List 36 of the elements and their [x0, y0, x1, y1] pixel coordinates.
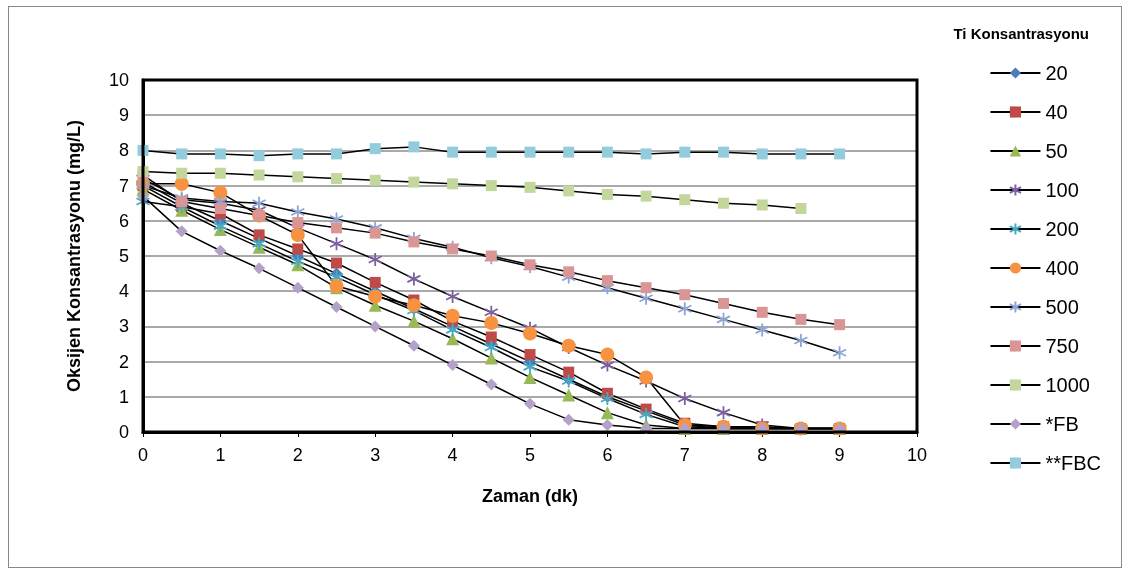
- legend-label: *FB: [1045, 413, 1079, 435]
- y-tick-label: 5: [118, 246, 129, 266]
- legend-label: 20: [1045, 62, 1068, 84]
- x-axis-title: Zaman (dk): [481, 486, 579, 506]
- y-tick-label: 7: [118, 175, 129, 196]
- legend-label: 100: [1045, 179, 1079, 201]
- y-tick-label: 4: [118, 281, 129, 302]
- legend-label: **FBC: [1045, 452, 1102, 474]
- x-tick-label: 3: [370, 445, 381, 465]
- x-tick-label: 0: [137, 445, 149, 465]
- legend-label: 400: [1045, 257, 1079, 279]
- legend-title: Ti Konsantrasyonu: [953, 25, 1090, 42]
- x-tick-label: 4: [447, 445, 458, 465]
- y-tick-label: 1: [118, 386, 129, 407]
- x-tick-label: 2: [292, 445, 303, 465]
- x-tick-label: 8: [757, 445, 768, 465]
- legend-label: 40: [1045, 101, 1068, 123]
- x-tick-label: 1: [215, 445, 226, 465]
- legend-label: 500: [1045, 296, 1079, 318]
- y-tick-label: 6: [118, 210, 129, 231]
- x-tick-label: 9: [834, 445, 845, 465]
- y-tick-label: 2: [118, 351, 129, 372]
- x-tick-label: 6: [602, 445, 613, 465]
- y-tick-label: 9: [118, 105, 129, 126]
- legend-label: 50: [1045, 140, 1068, 162]
- x-tick-label: 7: [679, 445, 690, 465]
- x-tick-label: 10: [906, 445, 928, 465]
- y-tick-label: 0: [118, 422, 129, 442]
- legend-label: 200: [1045, 218, 1079, 240]
- y-axis-title: Oksijen Konsantrasyonu (mg/L): [64, 119, 84, 393]
- x-tick-label: 5: [524, 445, 536, 465]
- legend-label: 750: [1045, 335, 1079, 357]
- y-tick-label: 8: [118, 140, 129, 161]
- legend-label: 1000: [1045, 374, 1090, 396]
- y-tick-label: 10: [108, 70, 129, 90]
- y-tick-label: 3: [118, 316, 129, 337]
